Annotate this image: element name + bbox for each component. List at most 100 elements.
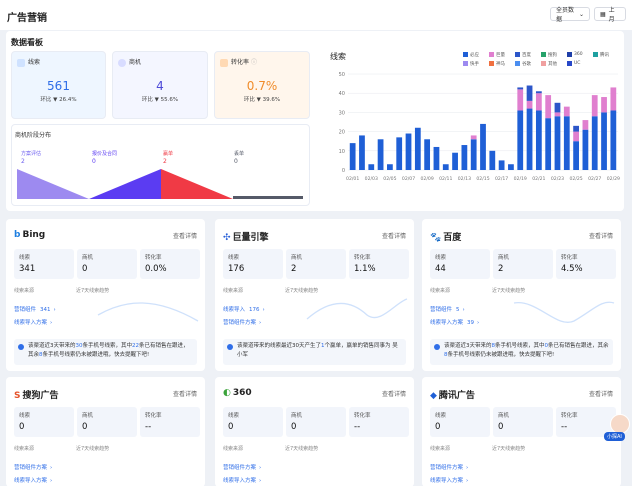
info-icon [227, 344, 233, 350]
source-link-value: 176 [249, 307, 260, 313]
metric-label: 商机 [291, 413, 303, 419]
detail-link[interactable]: 查看详情 [589, 233, 614, 240]
source-link[interactable]: 线索导入方案 › [14, 476, 52, 484]
scope-select[interactable]: 全员数据 ⌄ [550, 7, 590, 23]
source-link[interactable]: 线索导入方案 › [430, 476, 468, 484]
source-label: 线索来源 [14, 288, 35, 294]
source-link[interactable]: 营销组件 341 › [14, 305, 56, 313]
bar-segment [517, 87, 524, 90]
kpi-card-leads[interactable] [11, 51, 106, 119]
metric-value: 0 [82, 422, 88, 432]
legend-item: 谷歌 [515, 59, 541, 68]
bar-segment [359, 135, 365, 170]
metric-value: -- [145, 422, 152, 432]
legend-swatch [515, 52, 520, 57]
metric-value: 0 [291, 422, 297, 432]
bar-segment [433, 146, 440, 170]
trend-label: 近7天线索趋势 [285, 446, 319, 452]
bar-segment [535, 110, 542, 170]
period-label: 上月 [608, 7, 615, 23]
bar-segment [554, 102, 561, 113]
source-link[interactable]: 营销组件方案 › [430, 463, 468, 471]
source-link[interactable]: 线索导入 176 › [223, 305, 265, 313]
top-bar [0, 0, 632, 30]
bar-segment [591, 116, 598, 170]
metric-value: 0 [82, 264, 88, 274]
kpi-card-opportunities[interactable] [112, 51, 208, 119]
stage-area [161, 169, 233, 199]
bar-segment [377, 139, 384, 170]
legend-item: UC [567, 59, 593, 68]
metric-value: 2 [498, 264, 504, 274]
source-link[interactable]: 营销组件 5 › [430, 305, 465, 313]
info-icon [434, 344, 440, 350]
assistant-avatar[interactable] [610, 414, 630, 434]
bar-segment [535, 91, 542, 94]
metric-value: 0 [228, 422, 234, 432]
stage-name: 方案评估 [21, 151, 42, 157]
stage-value: 2 [163, 158, 167, 165]
notice-number: 8 [39, 352, 43, 358]
kpi-compare: 环比 ▼ 26.4% [40, 97, 77, 103]
source-link[interactable]: 线索导入方案 › [14, 318, 52, 326]
source-link[interactable]: 营销组件方案 › [223, 318, 261, 326]
brand-baidu-icon: 🐾 [430, 233, 442, 243]
calendar-icon: ▦ [600, 10, 606, 18]
source-link[interactable]: 营销组件方案 › [223, 463, 261, 471]
detail-link[interactable]: 查看详情 [589, 391, 614, 398]
metric-box [286, 407, 346, 437]
brand-bing-icon: b [14, 230, 21, 240]
legend-item: 神马 [489, 59, 515, 68]
chevron-right-icon: › [259, 465, 262, 471]
metric-label: 线索 [435, 413, 447, 419]
metric-label: 转化率 [145, 413, 162, 419]
kpi-card-conversion[interactable] [214, 51, 310, 119]
detail-link[interactable]: 查看详情 [382, 391, 407, 398]
legend-item: 百度 [515, 50, 541, 59]
notice-text: 条已有销售在跟进，其余 [28, 343, 189, 358]
detail-link[interactable]: 查看详情 [382, 233, 407, 240]
metric-value: 0 [435, 422, 441, 432]
source-link[interactable]: 线索导入方案 39 › [430, 318, 479, 326]
metric-value: 0.0% [145, 264, 167, 274]
chevron-right-icon: › [259, 478, 262, 484]
bar-segment [535, 93, 542, 111]
source-link[interactable]: 线索导入方案 › [223, 476, 261, 484]
legend-label: 巨量 [496, 52, 505, 58]
period-select[interactable]: ▦ 上月 [594, 7, 626, 23]
bar-segment [610, 87, 617, 111]
legend-item: 必应 [463, 50, 489, 59]
legend-swatch [567, 52, 572, 57]
source-logo: ✣ 巨量引擎 [223, 230, 269, 243]
brand-tencent-icon: ◆ [430, 391, 437, 401]
x-tick-label: 02/09 [421, 176, 434, 182]
notice-number: 1 [321, 343, 325, 349]
bar-segment [601, 97, 607, 113]
source-link-value: 5 [456, 307, 460, 313]
stage-title: 商机阶段分布 [15, 132, 52, 139]
source-name: 百度 [443, 233, 462, 243]
metric-value: 0 [498, 422, 504, 432]
metric-value: 44 [435, 264, 446, 274]
x-tick-label: 02/23 [551, 176, 564, 182]
assistant-label[interactable]: 小探AI [604, 432, 625, 441]
metric-box [77, 249, 137, 279]
detail-link[interactable]: 查看详情 [173, 391, 198, 398]
detail-link[interactable]: 查看详情 [173, 233, 198, 240]
source-logo: ◆ 腾讯广告 [430, 388, 475, 401]
legend-item: 巨量 [489, 50, 515, 59]
opportunity-icon [118, 58, 126, 67]
info-icon[interactable]: ⓘ [251, 59, 258, 66]
kpi-label: 转化率 [231, 59, 250, 66]
bar-segment [573, 141, 579, 170]
stage-name: 报价及合同 [92, 151, 118, 157]
trend-label: 近7天线索趋势 [76, 446, 110, 452]
metric-label: 线索 [228, 255, 240, 261]
source-link[interactable]: 营销组件方案 › [14, 463, 52, 471]
chevron-right-icon: › [53, 307, 56, 313]
trend-sparkline [97, 302, 199, 322]
metric-box [223, 407, 283, 437]
legend-swatch [593, 52, 598, 57]
source-link-label: 线索导入方案 [14, 320, 48, 326]
bar-segment [424, 139, 431, 170]
